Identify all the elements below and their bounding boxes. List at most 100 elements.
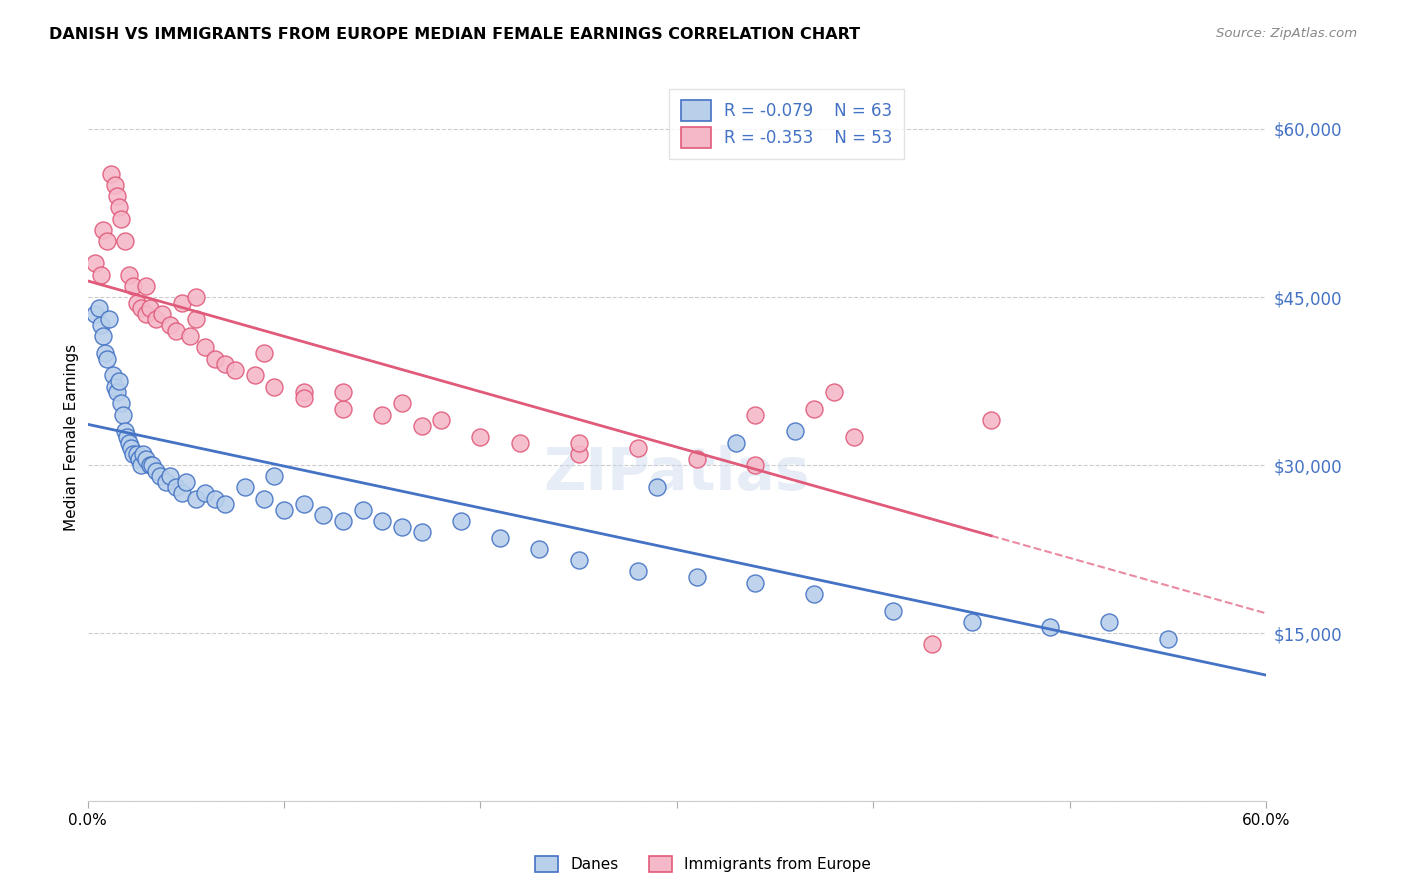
- Point: [921, 637, 943, 651]
- Point: [1157, 632, 1180, 646]
- Point: [352, 503, 374, 517]
- Point: [179, 329, 201, 343]
- Point: [685, 452, 707, 467]
- Point: [90, 268, 112, 282]
- Point: [685, 570, 707, 584]
- Point: [744, 408, 766, 422]
- Point: [108, 201, 131, 215]
- Point: [204, 351, 226, 366]
- Point: [292, 385, 315, 400]
- Point: [980, 413, 1002, 427]
- Point: [292, 497, 315, 511]
- Point: [84, 256, 107, 270]
- Point: [145, 464, 167, 478]
- Point: [529, 542, 551, 557]
- Point: [411, 525, 433, 540]
- Point: [96, 234, 118, 248]
- Point: [803, 587, 825, 601]
- Point: [101, 368, 124, 383]
- Point: [263, 469, 285, 483]
- Point: [155, 475, 177, 489]
- Point: [273, 503, 295, 517]
- Text: ZIPatlas: ZIPatlas: [544, 445, 810, 502]
- Legend: R = -0.079    N = 63, R = -0.353    N = 53: R = -0.079 N = 63, R = -0.353 N = 53: [669, 88, 904, 160]
- Point: [783, 425, 806, 439]
- Point: [100, 167, 122, 181]
- Point: [489, 531, 512, 545]
- Point: [194, 341, 217, 355]
- Point: [823, 385, 845, 400]
- Point: [139, 301, 162, 316]
- Point: [159, 318, 181, 332]
- Point: [391, 519, 413, 533]
- Point: [96, 351, 118, 366]
- Point: [128, 452, 150, 467]
- Text: DANISH VS IMMIGRANTS FROM EUROPE MEDIAN FEMALE EARNINGS CORRELATION CHART: DANISH VS IMMIGRANTS FROM EUROPE MEDIAN …: [49, 27, 860, 42]
- Point: [149, 469, 172, 483]
- Point: [94, 346, 117, 360]
- Point: [568, 435, 591, 450]
- Point: [105, 189, 128, 203]
- Point: [1039, 620, 1062, 634]
- Point: [568, 447, 591, 461]
- Point: [371, 514, 394, 528]
- Point: [263, 379, 285, 393]
- Point: [145, 312, 167, 326]
- Point: [135, 278, 157, 293]
- Point: [135, 307, 157, 321]
- Point: [91, 223, 114, 237]
- Point: [204, 491, 226, 506]
- Point: [568, 553, 591, 567]
- Legend: Danes, Immigrants from Europe: Danes, Immigrants from Europe: [527, 848, 879, 880]
- Point: [114, 425, 136, 439]
- Point: [332, 514, 354, 528]
- Point: [170, 295, 193, 310]
- Point: [724, 435, 747, 450]
- Point: [150, 307, 173, 321]
- Point: [111, 408, 134, 422]
- Point: [104, 379, 127, 393]
- Point: [391, 396, 413, 410]
- Point: [243, 368, 266, 383]
- Point: [882, 604, 904, 618]
- Point: [430, 413, 453, 427]
- Point: [174, 475, 197, 489]
- Point: [98, 312, 121, 326]
- Point: [115, 430, 138, 444]
- Point: [842, 430, 865, 444]
- Point: [90, 318, 112, 332]
- Point: [214, 357, 236, 371]
- Point: [121, 447, 143, 461]
- Point: [253, 491, 276, 506]
- Point: [450, 514, 472, 528]
- Point: [960, 615, 983, 629]
- Point: [129, 458, 152, 472]
- Point: [118, 435, 141, 450]
- Point: [744, 458, 766, 472]
- Point: [184, 290, 207, 304]
- Point: [411, 418, 433, 433]
- Point: [165, 480, 187, 494]
- Point: [371, 408, 394, 422]
- Point: [214, 497, 236, 511]
- Point: [1098, 615, 1121, 629]
- Point: [194, 486, 217, 500]
- Point: [165, 324, 187, 338]
- Point: [139, 458, 162, 472]
- Point: [108, 374, 131, 388]
- Point: [626, 565, 648, 579]
- Point: [110, 211, 132, 226]
- Point: [131, 447, 153, 461]
- Point: [803, 402, 825, 417]
- Point: [626, 442, 648, 456]
- Point: [118, 268, 141, 282]
- Text: Source: ZipAtlas.com: Source: ZipAtlas.com: [1216, 27, 1357, 40]
- Point: [332, 385, 354, 400]
- Point: [470, 430, 492, 444]
- Point: [509, 435, 531, 450]
- Point: [233, 480, 256, 494]
- Point: [645, 480, 668, 494]
- Point: [332, 402, 354, 417]
- Point: [105, 385, 128, 400]
- Point: [141, 458, 163, 472]
